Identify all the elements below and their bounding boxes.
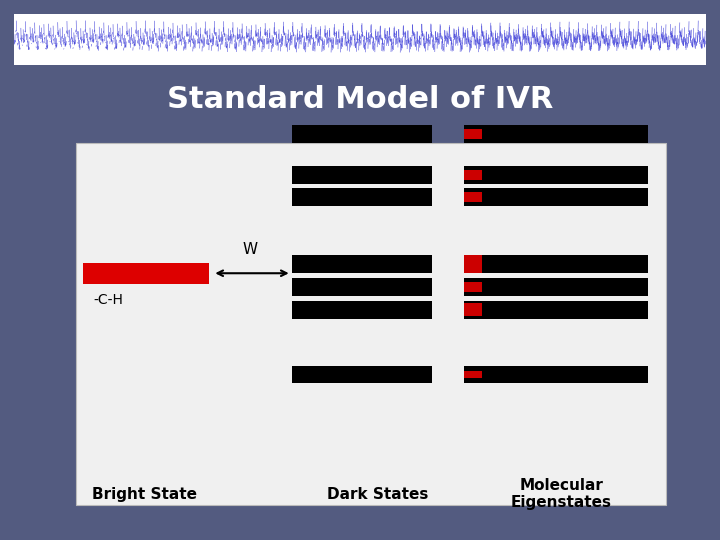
Bar	[464, 192, 482, 202]
Bar	[292, 301, 432, 319]
Bar	[292, 125, 432, 143]
Text: -C-H: -C-H	[94, 293, 123, 307]
Bar	[464, 371, 482, 378]
Bar	[464, 125, 648, 143]
Text: W: W	[243, 241, 258, 256]
Bar	[464, 278, 648, 296]
Text: Standard Model of IVR: Standard Model of IVR	[167, 85, 553, 114]
Bar	[292, 188, 432, 206]
Bar	[14, 14, 706, 65]
Bar	[464, 301, 648, 319]
Bar	[464, 303, 482, 316]
Text: Bright State: Bright State	[91, 487, 197, 502]
Bar	[464, 166, 648, 184]
Bar	[464, 188, 648, 206]
Text: Molecular
Eigenstates: Molecular Eigenstates	[511, 478, 612, 510]
Bar	[292, 366, 432, 383]
Bar	[464, 170, 482, 180]
Bar	[292, 166, 432, 184]
Bar	[464, 282, 482, 292]
Bar	[83, 263, 209, 284]
Bar	[464, 255, 648, 273]
Bar	[464, 255, 482, 273]
Bar	[76, 143, 666, 505]
Bar	[464, 129, 482, 139]
Bar	[292, 278, 432, 296]
Text: Dark States: Dark States	[328, 487, 428, 502]
Bar	[464, 366, 648, 383]
Bar	[292, 255, 432, 273]
